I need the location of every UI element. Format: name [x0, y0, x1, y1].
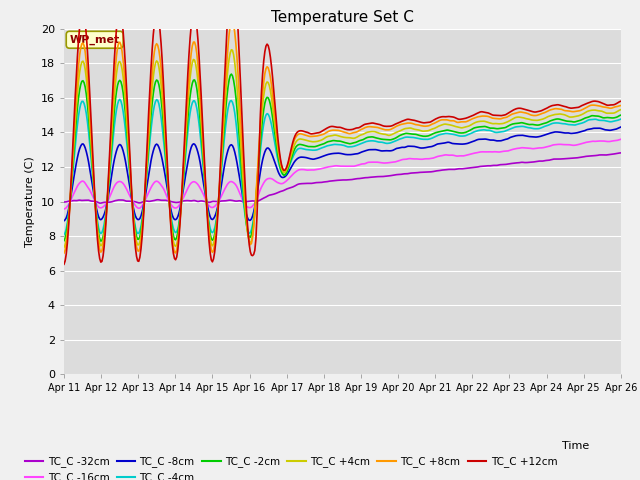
TC_C +4cm	[617, 107, 625, 112]
TC_C +4cm	[228, 47, 236, 53]
TC_C +8cm	[605, 105, 612, 111]
TC_C -32cm	[326, 178, 333, 184]
TC_C +4cm	[329, 132, 337, 138]
TC_C -32cm	[605, 152, 612, 157]
TC_C -4cm	[518, 123, 525, 129]
TC_C +8cm	[518, 109, 525, 115]
TC_C -2cm	[97, 238, 105, 244]
TC_C -16cm	[516, 145, 524, 151]
TC_C -2cm	[606, 115, 614, 120]
TC_C -32cm	[96, 200, 104, 206]
TC_C +8cm	[60, 250, 68, 256]
TC_C +12cm	[362, 121, 370, 127]
TC_C -8cm	[604, 127, 611, 133]
TC_C -4cm	[393, 138, 401, 144]
Line: TC_C +12cm: TC_C +12cm	[64, 0, 621, 264]
Line: TC_C -4cm: TC_C -4cm	[64, 99, 621, 235]
TC_C +12cm	[326, 124, 333, 130]
Y-axis label: Temperature (C): Temperature (C)	[26, 156, 35, 247]
Line: TC_C -16cm: TC_C -16cm	[64, 139, 621, 209]
TC_C -32cm	[362, 175, 370, 180]
Line: TC_C -32cm: TC_C -32cm	[64, 153, 621, 203]
TC_C -16cm	[392, 159, 399, 165]
TC_C -32cm	[393, 172, 401, 178]
TC_C -2cm	[327, 138, 335, 144]
TC_C -2cm	[60, 238, 68, 243]
TC_C -4cm	[617, 116, 625, 122]
TC_C -32cm	[60, 199, 68, 205]
TC_C -16cm	[604, 139, 611, 144]
TC_C +8cm	[617, 103, 625, 108]
TC_C +4cm	[393, 130, 401, 135]
Line: TC_C -8cm: TC_C -8cm	[64, 127, 621, 221]
TC_C -8cm	[328, 151, 335, 156]
TC_C -2cm	[617, 112, 625, 118]
TC_C +4cm	[605, 110, 612, 116]
TC_C -16cm	[328, 164, 335, 169]
TC_C -4cm	[60, 232, 68, 238]
TC_C -16cm	[617, 136, 625, 142]
TC_C -32cm	[518, 159, 525, 165]
Line: TC_C -2cm: TC_C -2cm	[64, 74, 621, 241]
TC_C -4cm	[362, 139, 370, 144]
TC_C +8cm	[362, 124, 370, 130]
TC_C -32cm	[617, 150, 625, 156]
TC_C +4cm	[326, 133, 333, 139]
TC_C -8cm	[392, 146, 399, 152]
TC_C -16cm	[362, 161, 369, 167]
TC_C -32cm	[329, 178, 337, 184]
TC_C -2cm	[519, 120, 527, 126]
TC_C +8cm	[228, 18, 236, 24]
TC_C -4cm	[116, 96, 124, 102]
TC_C -8cm	[362, 148, 369, 154]
TC_C -2cm	[394, 134, 401, 140]
Line: TC_C +8cm: TC_C +8cm	[64, 21, 621, 253]
TC_C +12cm	[518, 106, 525, 111]
Title: Temperature Set C: Temperature Set C	[271, 10, 414, 25]
TC_C +4cm	[518, 115, 525, 120]
TC_C -4cm	[329, 142, 337, 147]
Line: TC_C +4cm: TC_C +4cm	[64, 50, 621, 247]
Text: Time: Time	[563, 441, 589, 451]
TC_C +12cm	[329, 123, 337, 129]
Legend: TC_C -32cm, TC_C -16cm, TC_C -8cm, TC_C -4cm, TC_C -2cm, TC_C +4cm, TC_C +8cm, T: TC_C -32cm, TC_C -16cm, TC_C -8cm, TC_C …	[25, 456, 557, 480]
TC_C -8cm	[60, 218, 68, 224]
TC_C -16cm	[60, 206, 68, 212]
TC_C +8cm	[393, 123, 401, 129]
TC_C +8cm	[326, 128, 333, 134]
TC_C +4cm	[60, 244, 68, 250]
TC_C -8cm	[516, 132, 524, 138]
TC_C -2cm	[330, 138, 338, 144]
Text: WP_met: WP_met	[70, 35, 120, 45]
TC_C +12cm	[60, 262, 68, 267]
TC_C -2cm	[228, 71, 236, 77]
TC_C +12cm	[617, 98, 625, 104]
TC_C -16cm	[324, 164, 332, 170]
TC_C -4cm	[326, 143, 333, 148]
TC_C +12cm	[605, 102, 612, 108]
TC_C -8cm	[617, 124, 625, 130]
TC_C +12cm	[393, 121, 401, 127]
TC_C -2cm	[364, 134, 371, 140]
TC_C -8cm	[324, 152, 332, 157]
TC_C +4cm	[362, 130, 370, 135]
TC_C -4cm	[605, 119, 612, 124]
TC_C +8cm	[329, 127, 337, 133]
